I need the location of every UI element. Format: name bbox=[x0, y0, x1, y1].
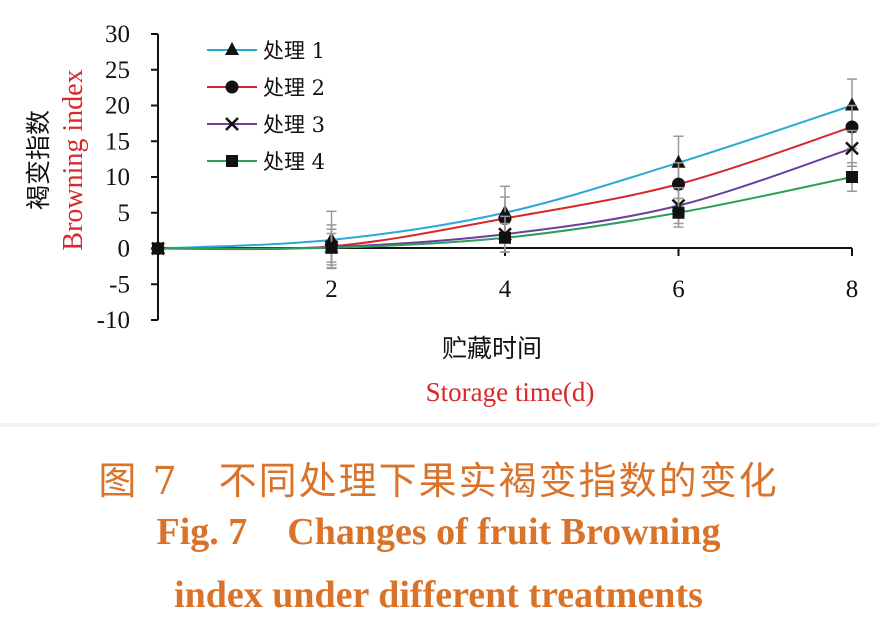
caption-en-line2: index under different treatments bbox=[174, 574, 703, 616]
caption-cn-prefix: 图 7 bbox=[98, 459, 179, 503]
legend-item: 处理 2 bbox=[207, 76, 325, 100]
y-tick-label: 30 bbox=[105, 21, 130, 48]
square-marker bbox=[152, 242, 164, 255]
figure-caption-cn: 图 7 不同处理下果实褐变指数的变化 bbox=[0, 450, 877, 505]
y-tick-label: 0 bbox=[118, 236, 131, 263]
legend-label: 处理 4 bbox=[263, 150, 325, 174]
triangle-marker bbox=[225, 42, 239, 55]
square-marker bbox=[499, 231, 511, 244]
square-marker bbox=[325, 241, 338, 254]
cross-marker bbox=[845, 141, 859, 156]
caption-en-line1: Changes of fruit Browning bbox=[287, 511, 721, 553]
x-tick-label: 8 bbox=[846, 276, 859, 303]
y-tick-label: 25 bbox=[105, 57, 130, 84]
square-marker bbox=[672, 206, 685, 219]
y-tick-labels: 30 25 20 15 10 5 0 -5 -10 bbox=[97, 21, 130, 334]
series-4 bbox=[152, 161, 858, 263]
circle-marker bbox=[225, 80, 239, 94]
caption-cn-title: 不同处理下果实褐变指数的变化 bbox=[218, 459, 779, 503]
y-axis-label-en: Browning index bbox=[58, 69, 89, 250]
figure-caption-en-line2: index under different treatments bbox=[0, 573, 877, 617]
cross-marker bbox=[225, 117, 239, 131]
legend-label: 处理 3 bbox=[263, 113, 325, 137]
legend-label: 处理 1 bbox=[263, 39, 325, 63]
chart-series bbox=[151, 78, 859, 270]
y-axis-label-cn: 褐变指数 bbox=[24, 110, 53, 210]
y-tick-label: 20 bbox=[105, 93, 130, 120]
figure-caption-en-line1: Fig. 7 Changes of fruit Browning bbox=[0, 510, 877, 554]
square-marker bbox=[846, 171, 858, 183]
legend-item: 处理 4 bbox=[207, 150, 325, 174]
legend-item: 处理 1 bbox=[207, 39, 325, 63]
caption-en-prefix: Fig. 7 bbox=[156, 511, 248, 553]
legend-label: 处理 2 bbox=[263, 76, 325, 100]
square-marker bbox=[226, 155, 238, 167]
x-tick-labels: 2 4 6 8 bbox=[325, 276, 858, 303]
y-tick-label: -10 bbox=[97, 307, 130, 334]
chart-legend: 处理 1 处理 2 处理 3 处理 4 bbox=[207, 39, 325, 174]
y-tick-label: 5 bbox=[118, 200, 131, 227]
x-tick-label: 6 bbox=[672, 276, 685, 303]
triangle-marker bbox=[845, 97, 859, 111]
x-tick-label: 4 bbox=[499, 276, 512, 303]
separator bbox=[0, 423, 877, 427]
legend-item: 处理 3 bbox=[207, 113, 325, 137]
triangle-marker bbox=[671, 154, 686, 168]
x-axis-label-en: Storage time(d) bbox=[426, 377, 595, 407]
y-tick-label: 15 bbox=[105, 128, 130, 155]
y-tick-label: -5 bbox=[109, 271, 130, 298]
x-tick-label: 2 bbox=[325, 276, 338, 303]
y-tick-label: 10 bbox=[105, 164, 130, 191]
x-axis-label-cn: 贮藏时间 bbox=[442, 334, 542, 363]
